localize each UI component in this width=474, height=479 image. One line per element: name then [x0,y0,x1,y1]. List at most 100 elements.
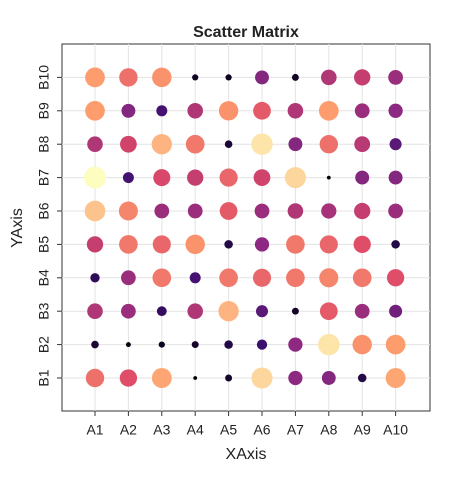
bubble [251,367,273,389]
bubble [119,68,138,87]
bubble [119,369,138,387]
y-axis-title: YAxis [9,208,26,248]
bubble [121,270,136,286]
bubble [326,175,331,180]
bubble [252,268,272,287]
bubble [158,341,165,348]
bubble [87,303,103,319]
bubble [388,203,403,219]
bubble [388,70,403,85]
bubble [185,134,205,154]
bubble [391,240,400,249]
bubble [389,304,403,318]
y-tick-label: B9 [36,102,52,119]
y-tick-label: B2 [36,336,52,353]
bubble [156,105,168,117]
bubble [354,103,370,119]
bubble [156,306,167,317]
bubble [125,342,131,348]
bubble [256,339,268,350]
bubble [352,334,372,355]
bubble [255,305,269,318]
x-tick-label: A7 [287,422,304,438]
x-tick-label: A10 [383,422,408,438]
bubble [288,370,303,386]
bubble [152,67,172,88]
bubble [85,368,105,388]
bubble [321,371,336,385]
bubble [286,268,305,288]
bubble [224,240,233,249]
y-tick-label: B7 [36,169,52,186]
bubble [151,368,172,388]
bubble [319,235,338,254]
bubble [319,134,339,154]
bubble [321,69,337,86]
bubble [118,201,138,221]
x-tick-label: A1 [86,422,103,438]
bubble [185,234,205,255]
bubble [287,203,304,219]
x-tick-label: A6 [253,422,270,438]
plot-frame [61,43,431,412]
x-tick-label: A4 [187,422,204,438]
bubble [85,67,105,88]
bubble [224,340,233,349]
y-tick-label: B4 [36,269,52,286]
bubble [121,303,136,319]
y-tick-label: B8 [36,135,52,152]
bubble [291,307,299,315]
bubble [219,268,238,288]
bubble [87,136,103,152]
y-tick-label: B3 [36,302,52,319]
bubble [86,236,104,253]
bubble [353,235,371,254]
bubble [253,169,271,186]
bubble [255,70,269,85]
x-axis-title: XAxis [226,446,267,463]
x-tick-label: A2 [120,422,137,438]
y-tick-label: B10 [36,65,52,90]
bubble [187,303,203,319]
bubble [192,74,199,81]
bubble [154,203,170,219]
bubble [187,103,203,119]
bubble [253,101,271,120]
bubble [189,272,201,284]
bubble [191,341,199,349]
bubble [321,203,337,219]
chart-title: Scatter Matrix [193,24,299,41]
bubble [388,103,403,118]
bubble [218,101,239,121]
bubble [193,376,198,380]
bubble [254,237,270,252]
bubble [286,235,305,254]
y-tick-label: B6 [36,202,52,219]
bubble [90,273,100,283]
bubble [318,100,339,121]
bubble [355,170,370,185]
x-tick-label: A9 [354,422,371,438]
bubble [122,172,134,184]
bubble [354,303,370,319]
bubble [254,203,270,219]
bubble [354,202,371,220]
bubble [187,169,204,186]
x-tick-label: A3 [153,422,170,438]
bubble [319,302,338,321]
bubble [153,169,171,187]
bubble [318,333,340,356]
bubble [91,340,99,349]
bubble [319,268,339,288]
bubble [152,235,171,254]
bubble [120,135,137,153]
bubble [218,301,239,322]
bubble [354,136,371,153]
bubble [288,137,303,152]
bubble [388,170,403,185]
bubble [287,103,304,119]
y-tick-label: B1 [36,369,52,386]
bubble [389,138,402,151]
x-tick-label: A8 [320,422,337,438]
y-tick-label: B5 [36,236,52,253]
